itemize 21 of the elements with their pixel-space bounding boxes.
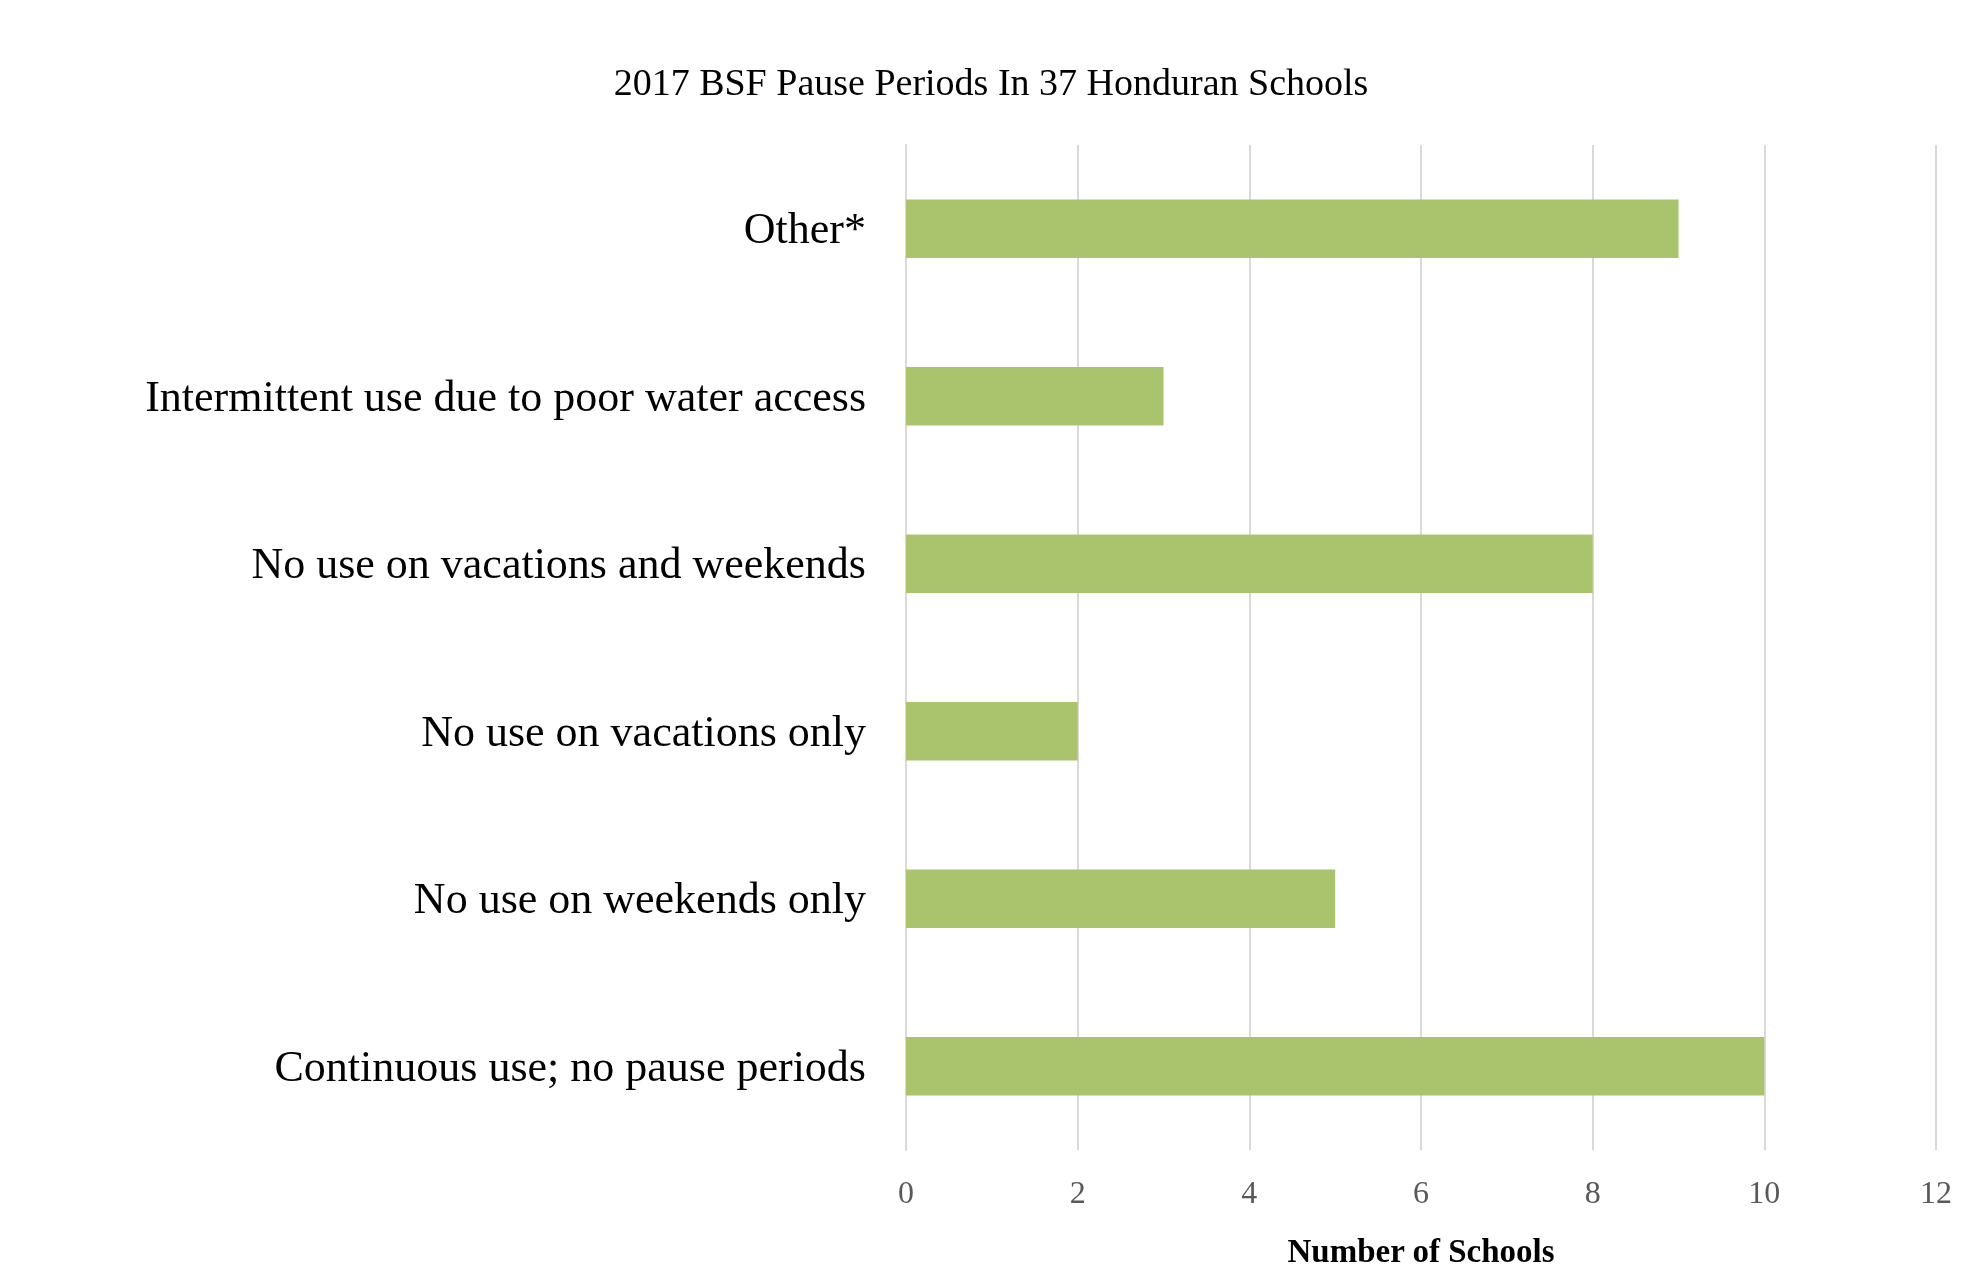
y-tick-label: No use on vacations only <box>421 706 866 756</box>
x-tick-label: 6 <box>1413 1174 1429 1210</box>
x-tick-label: 4 <box>1241 1174 1258 1210</box>
y-tick-label: Other* <box>743 204 866 254</box>
bar <box>906 534 1593 594</box>
x-tick-label: 8 <box>1584 1174 1601 1210</box>
y-tick-label: No use on weekends only <box>413 874 866 924</box>
bar <box>906 701 1078 761</box>
y-tick-label: Continuous use; no pause periods <box>274 1041 866 1091</box>
x-tick-label: 0 <box>898 1174 914 1210</box>
bar <box>906 1036 1765 1096</box>
bar <box>906 199 1679 259</box>
x-tick-label: 2 <box>1069 1174 1086 1210</box>
chart-title: 2017 BSF Pause Periods In 37 Honduran Schools <box>613 61 1369 103</box>
y-tick-label: No use on vacations and weekends <box>251 539 866 589</box>
x-tick-label: 12 <box>1920 1174 1952 1210</box>
y-tick-label: Intermittent use due to poor water access <box>145 371 866 421</box>
x-tick-label: 10 <box>1748 1174 1781 1210</box>
bar <box>906 869 1336 929</box>
bar <box>906 366 1164 426</box>
x-axis-title: Number of Schools <box>1287 1232 1555 1269</box>
